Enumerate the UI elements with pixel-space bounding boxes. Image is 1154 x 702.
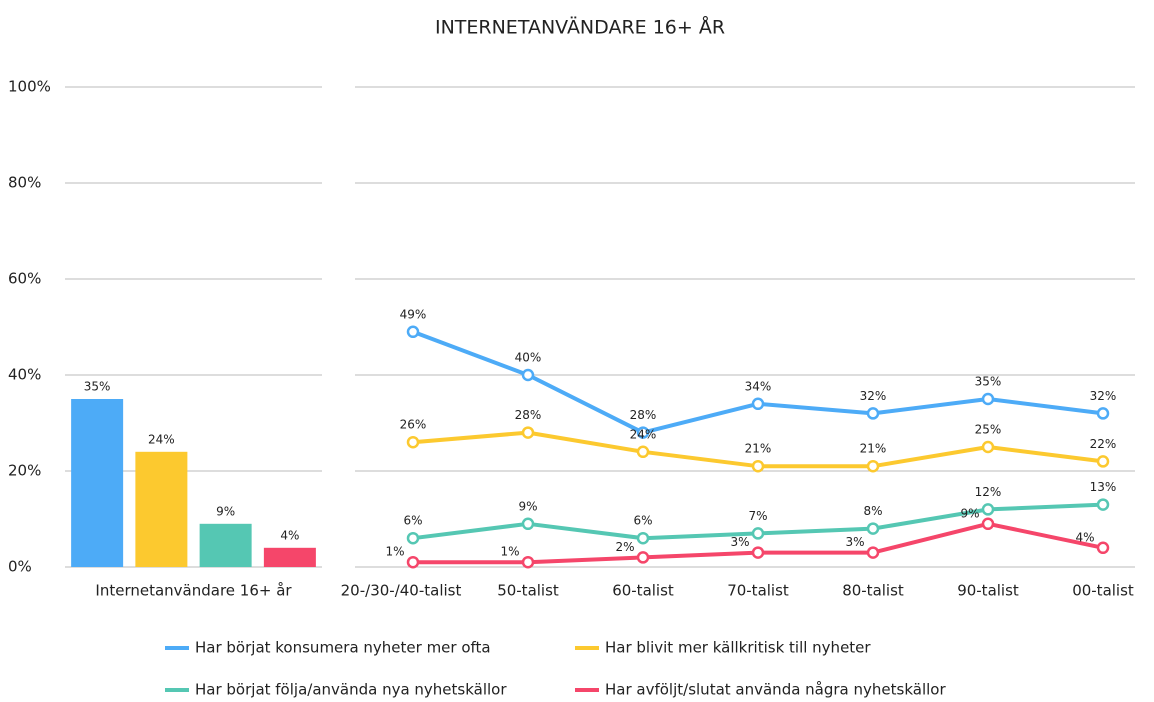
data-label: 2%: [615, 540, 634, 554]
legend-label: Har börjat följa/använda nya nyhetskällo…: [195, 681, 507, 699]
x-tick-label: 50-talist: [497, 582, 559, 600]
bar: [71, 399, 124, 567]
data-label: 4%: [1075, 530, 1094, 544]
data-label: 9%: [960, 506, 979, 520]
x-tick-label: 90-talist: [957, 582, 1019, 600]
data-label: 1%: [385, 545, 404, 559]
point: [981, 440, 995, 454]
data-label: 26%: [400, 418, 427, 432]
y-tick-label: 80%: [8, 174, 41, 192]
point: [521, 426, 535, 439]
data-label: 9%: [518, 499, 537, 513]
point: [751, 546, 765, 559]
point: [751, 527, 765, 540]
point: [866, 459, 880, 473]
point: [751, 459, 765, 473]
data-label: 49%: [400, 307, 427, 321]
point: [521, 368, 535, 382]
y-tick-label: 40%: [8, 366, 41, 384]
point: [866, 546, 880, 559]
x-tick-label: 00-talist: [1072, 582, 1134, 600]
data-label: 32%: [1090, 389, 1117, 403]
bar: [263, 547, 316, 567]
bar: [135, 451, 188, 567]
data-label: 22%: [1090, 437, 1117, 451]
point: [521, 517, 535, 531]
data-label: 35%: [84, 380, 111, 394]
chart-title: INTERNETANVÄNDARE 16+ ÅR: [435, 16, 725, 39]
data-label: 6%: [633, 514, 652, 528]
data-label: 9%: [216, 504, 235, 518]
data-label: 28%: [515, 408, 542, 422]
x-tick-label: 60-talist: [612, 582, 674, 600]
point: [981, 503, 995, 516]
data-label: 24%: [148, 432, 175, 446]
point: [1096, 407, 1110, 420]
point: [866, 407, 880, 420]
y-tick-label: 0%: [8, 558, 32, 576]
point: [981, 392, 995, 406]
point: [981, 517, 995, 531]
x-tick-label: 80-talist: [842, 582, 904, 600]
y-tick-label: 100%: [8, 78, 51, 96]
point: [636, 551, 650, 564]
point: [406, 555, 420, 569]
data-label: 35%: [975, 375, 1002, 389]
data-label: 7%: [748, 509, 767, 523]
point: [636, 531, 650, 545]
y-tick-label: 20%: [8, 462, 41, 480]
data-label: 21%: [745, 442, 772, 456]
data-label: 32%: [860, 389, 887, 403]
point: [521, 555, 535, 569]
data-label: 28%: [630, 408, 657, 422]
data-label: 12%: [975, 485, 1002, 499]
data-label: 24%: [630, 427, 657, 441]
data-label: 13%: [1090, 480, 1117, 494]
data-label: 1%: [500, 545, 519, 559]
data-label: 34%: [745, 379, 772, 393]
point: [1096, 541, 1110, 555]
data-label: 25%: [975, 423, 1002, 437]
point: [636, 426, 650, 439]
point: [406, 435, 420, 449]
legend-label: Har blivit mer källkritisk till nyheter: [605, 639, 871, 657]
point: [1096, 455, 1110, 468]
x-tick-label: 20-/30-/40-talist: [341, 582, 462, 600]
point: [636, 445, 650, 459]
data-label: 21%: [860, 442, 887, 456]
y-tick-label: 60%: [8, 270, 41, 288]
point: [1096, 498, 1110, 511]
data-label: 8%: [863, 504, 882, 518]
data-label: 40%: [515, 351, 542, 365]
x-tick-label: Internetanvändare 16+ år: [95, 582, 292, 600]
bar: [199, 523, 252, 567]
point: [866, 522, 880, 535]
legend-label: Har börjat konsumera nyheter mer ofta: [195, 639, 491, 657]
point: [751, 397, 765, 411]
data-label: 4%: [280, 528, 299, 542]
point: [406, 325, 420, 339]
data-label: 6%: [403, 514, 422, 528]
data-label: 3%: [845, 535, 864, 549]
data-label: 3%: [730, 535, 749, 549]
x-tick-label: 70-talist: [727, 582, 789, 600]
point: [406, 531, 420, 545]
legend-label: Har avföljt/slutat använda några nyhetsk…: [605, 681, 946, 699]
